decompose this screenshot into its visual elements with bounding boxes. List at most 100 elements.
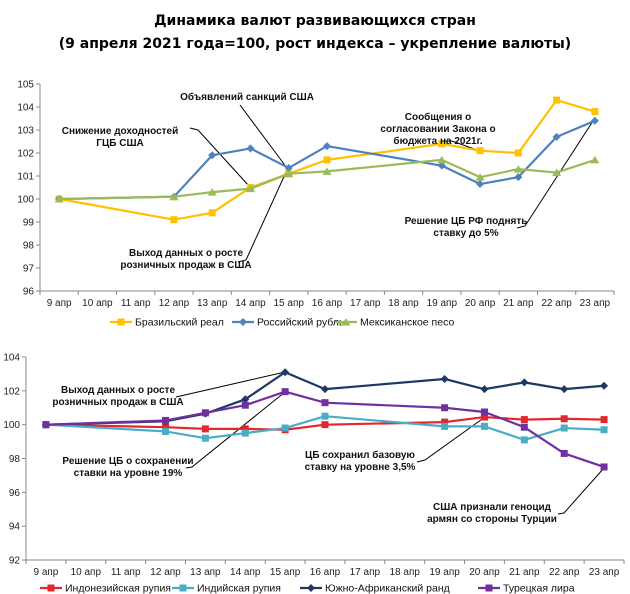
data-point xyxy=(169,192,179,201)
legend-item: Российский рубль xyxy=(232,317,345,329)
data-point xyxy=(208,209,216,217)
legend-label: Индийская рупия xyxy=(197,583,281,594)
y-tick-label: 98 xyxy=(9,454,21,465)
data-point xyxy=(590,155,600,164)
data-point xyxy=(245,184,255,193)
data-point xyxy=(321,412,329,420)
data-point xyxy=(281,368,290,377)
annotation-text: Выход данных о росте xyxy=(61,385,175,396)
annotation-text: ставки на уровне 19% xyxy=(74,468,183,479)
y-tick-label: 96 xyxy=(23,287,35,298)
annotation-text: Снижение доходностей xyxy=(62,126,178,137)
data-point xyxy=(480,422,488,430)
legend-marker xyxy=(341,318,351,326)
legend-item: Мексиканское песо xyxy=(335,317,454,329)
y-tick-label: 104 xyxy=(17,103,34,114)
x-tick-label: 17 апр xyxy=(350,567,381,578)
x-tick-label: 21 апр xyxy=(509,567,540,578)
x-tick-label: 18 апр xyxy=(390,567,421,578)
legend-item: Южно-Африканский ранд xyxy=(300,583,450,594)
annotation-text: Сообщения о xyxy=(405,111,472,123)
data-point xyxy=(162,427,170,435)
data-point xyxy=(54,195,64,203)
data-point xyxy=(560,449,568,457)
series-upper-0 xyxy=(55,96,599,224)
x-tick-label: 20 апр xyxy=(465,298,496,309)
annotation-text: Выход данных о росте xyxy=(129,248,243,259)
x-tick-label: 21 апр xyxy=(503,298,534,309)
x-tick-label: 16 апр xyxy=(310,567,341,578)
data-point xyxy=(162,416,170,424)
chart-title: Динамика валют развивающихся стран xyxy=(154,13,476,29)
chart-lower: 92 94 96 98 100 102 104 9 апр 10 апр 11 апр 12 апр… xyxy=(3,353,625,594)
data-point xyxy=(552,132,561,141)
x-tick-label: 11 апр xyxy=(121,298,151,309)
y-tick-label: 104 xyxy=(3,353,20,364)
x-tick-label: 9 апр xyxy=(47,298,72,309)
data-point xyxy=(590,116,599,125)
data-point xyxy=(42,421,50,429)
data-point xyxy=(201,434,209,442)
data-point xyxy=(514,149,522,157)
y-tick-label: 94 xyxy=(9,522,21,533)
x-tick-label: 15 апр xyxy=(274,298,305,309)
data-point xyxy=(437,155,447,164)
annotation-text: Объявлений санкций США xyxy=(180,91,314,103)
annotation-text: Решение ЦБ РФ поднять xyxy=(405,216,528,227)
data-point xyxy=(560,424,568,432)
data-point xyxy=(600,416,608,424)
x-tick-label: 16 апр xyxy=(312,298,343,309)
annotation-leader-line xyxy=(516,120,594,229)
legend-marker xyxy=(117,318,125,326)
y-tick-label: 98 xyxy=(23,241,35,252)
data-point xyxy=(440,374,449,383)
x-tick-label: 10 апр xyxy=(71,567,102,578)
annotation-text: бюджета на 2021г. xyxy=(393,135,482,147)
y-tick-label: 105 xyxy=(17,80,34,91)
legend-marker xyxy=(47,584,55,592)
annotation-text: ГЦБ США xyxy=(96,138,143,149)
data-point xyxy=(513,165,523,173)
series-upper-2 xyxy=(54,155,600,203)
annotation-leader-line xyxy=(175,371,286,398)
series-line xyxy=(59,158,596,201)
data-point xyxy=(281,424,289,432)
data-point xyxy=(321,385,329,394)
data-point xyxy=(600,463,608,471)
data-point xyxy=(323,142,331,151)
legend-item: Бразильский реал xyxy=(110,317,224,329)
data-point xyxy=(520,423,528,431)
y-tick-label: 100 xyxy=(17,195,34,206)
annotation-leader-line xyxy=(185,391,286,469)
legend-item: Индонезийская рупия xyxy=(40,583,171,594)
y-tick-label: 99 xyxy=(23,218,35,229)
x-tick-label: 19 апр xyxy=(429,567,460,578)
data-point xyxy=(600,381,609,390)
legend-label: Турецкая лира xyxy=(503,583,575,594)
y-tick-label: 102 xyxy=(17,149,34,160)
x-tick-label: 15 апр xyxy=(270,567,301,578)
data-point xyxy=(520,436,528,444)
data-point xyxy=(475,173,485,181)
x-tick-label: 9 апр xyxy=(33,567,58,578)
legend-item: Турецкая лира xyxy=(478,583,575,594)
data-point xyxy=(520,378,529,387)
data-point xyxy=(170,216,178,224)
data-point xyxy=(591,108,599,116)
annotation-text: ЦБ сохранил базовую xyxy=(305,449,415,461)
annotation-leader-line xyxy=(444,140,481,152)
x-tick-label: 20 апр xyxy=(469,567,500,578)
x-tick-label: 12 апр xyxy=(159,298,190,309)
legend-marker xyxy=(239,318,247,326)
annotation-leader-line xyxy=(237,169,288,263)
legend-marker xyxy=(485,584,493,592)
y-tick-label: 100 xyxy=(3,420,20,431)
data-point xyxy=(321,399,329,407)
annotation-text: розничных продаж в США xyxy=(120,260,251,271)
legend-label: Индонезийская рупия xyxy=(65,583,171,594)
data-point xyxy=(476,147,484,155)
series-lower-3 xyxy=(42,388,608,471)
annotation-leader-line xyxy=(416,416,486,463)
x-tick-label: 22 апр xyxy=(541,298,572,309)
